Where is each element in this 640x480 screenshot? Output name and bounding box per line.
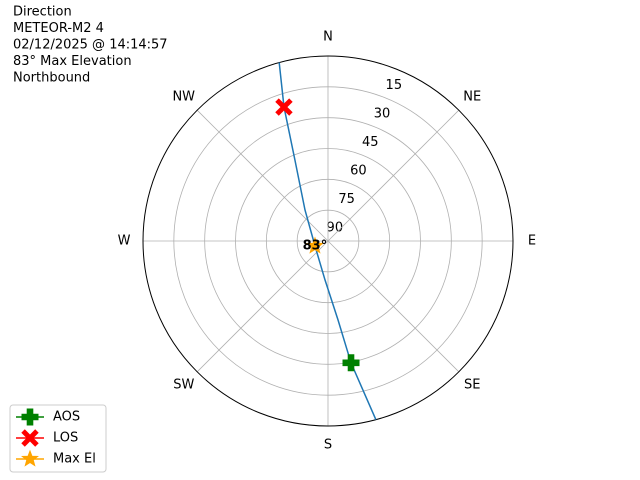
title-line: Northbound [13, 71, 90, 86]
legend-marker [21, 449, 39, 467]
theta-tick-label: E [528, 234, 536, 249]
polar-frame [142, 55, 514, 427]
grid-spoke [327, 240, 460, 373]
marker-plus [342, 354, 360, 372]
legend-marker [21, 429, 39, 447]
legend-box [9, 404, 107, 473]
r-tick-label: 45 [362, 135, 379, 150]
marker-star [305, 236, 324, 254]
r-tick-label: 75 [338, 192, 355, 207]
marker-x [275, 98, 293, 116]
r-tick-label: 90 [327, 220, 344, 235]
r-tick-label: 60 [350, 163, 367, 178]
legend-label: LOS [53, 431, 78, 446]
title-line: 02/12/2025 @ 14:14:57 [13, 38, 168, 53]
theta-tick-label: W [118, 234, 131, 249]
legend-marker [21, 408, 39, 426]
grid-spoke [327, 109, 460, 242]
title-line: METEOR-M2 4 [13, 21, 104, 36]
theta-tick-label: N [323, 30, 333, 45]
theta-tick-label: NE [463, 89, 481, 104]
title-line: 83° Max Elevation [13, 54, 132, 69]
theta-tick-label: SE [464, 378, 480, 393]
title-line: Direction [13, 5, 72, 20]
r-tick-label: 15 [386, 78, 403, 93]
grid-spoke [196, 240, 329, 373]
legend-label: AOS [53, 410, 80, 425]
grid-spoke [196, 109, 329, 242]
legend-label: Max El [53, 452, 96, 467]
theta-tick-label: S [324, 438, 332, 453]
annotation: 83° [303, 239, 328, 254]
r-tick-label: 30 [374, 106, 391, 121]
theta-tick-label: SW [173, 378, 194, 393]
theta-tick-label: NW [172, 89, 195, 104]
